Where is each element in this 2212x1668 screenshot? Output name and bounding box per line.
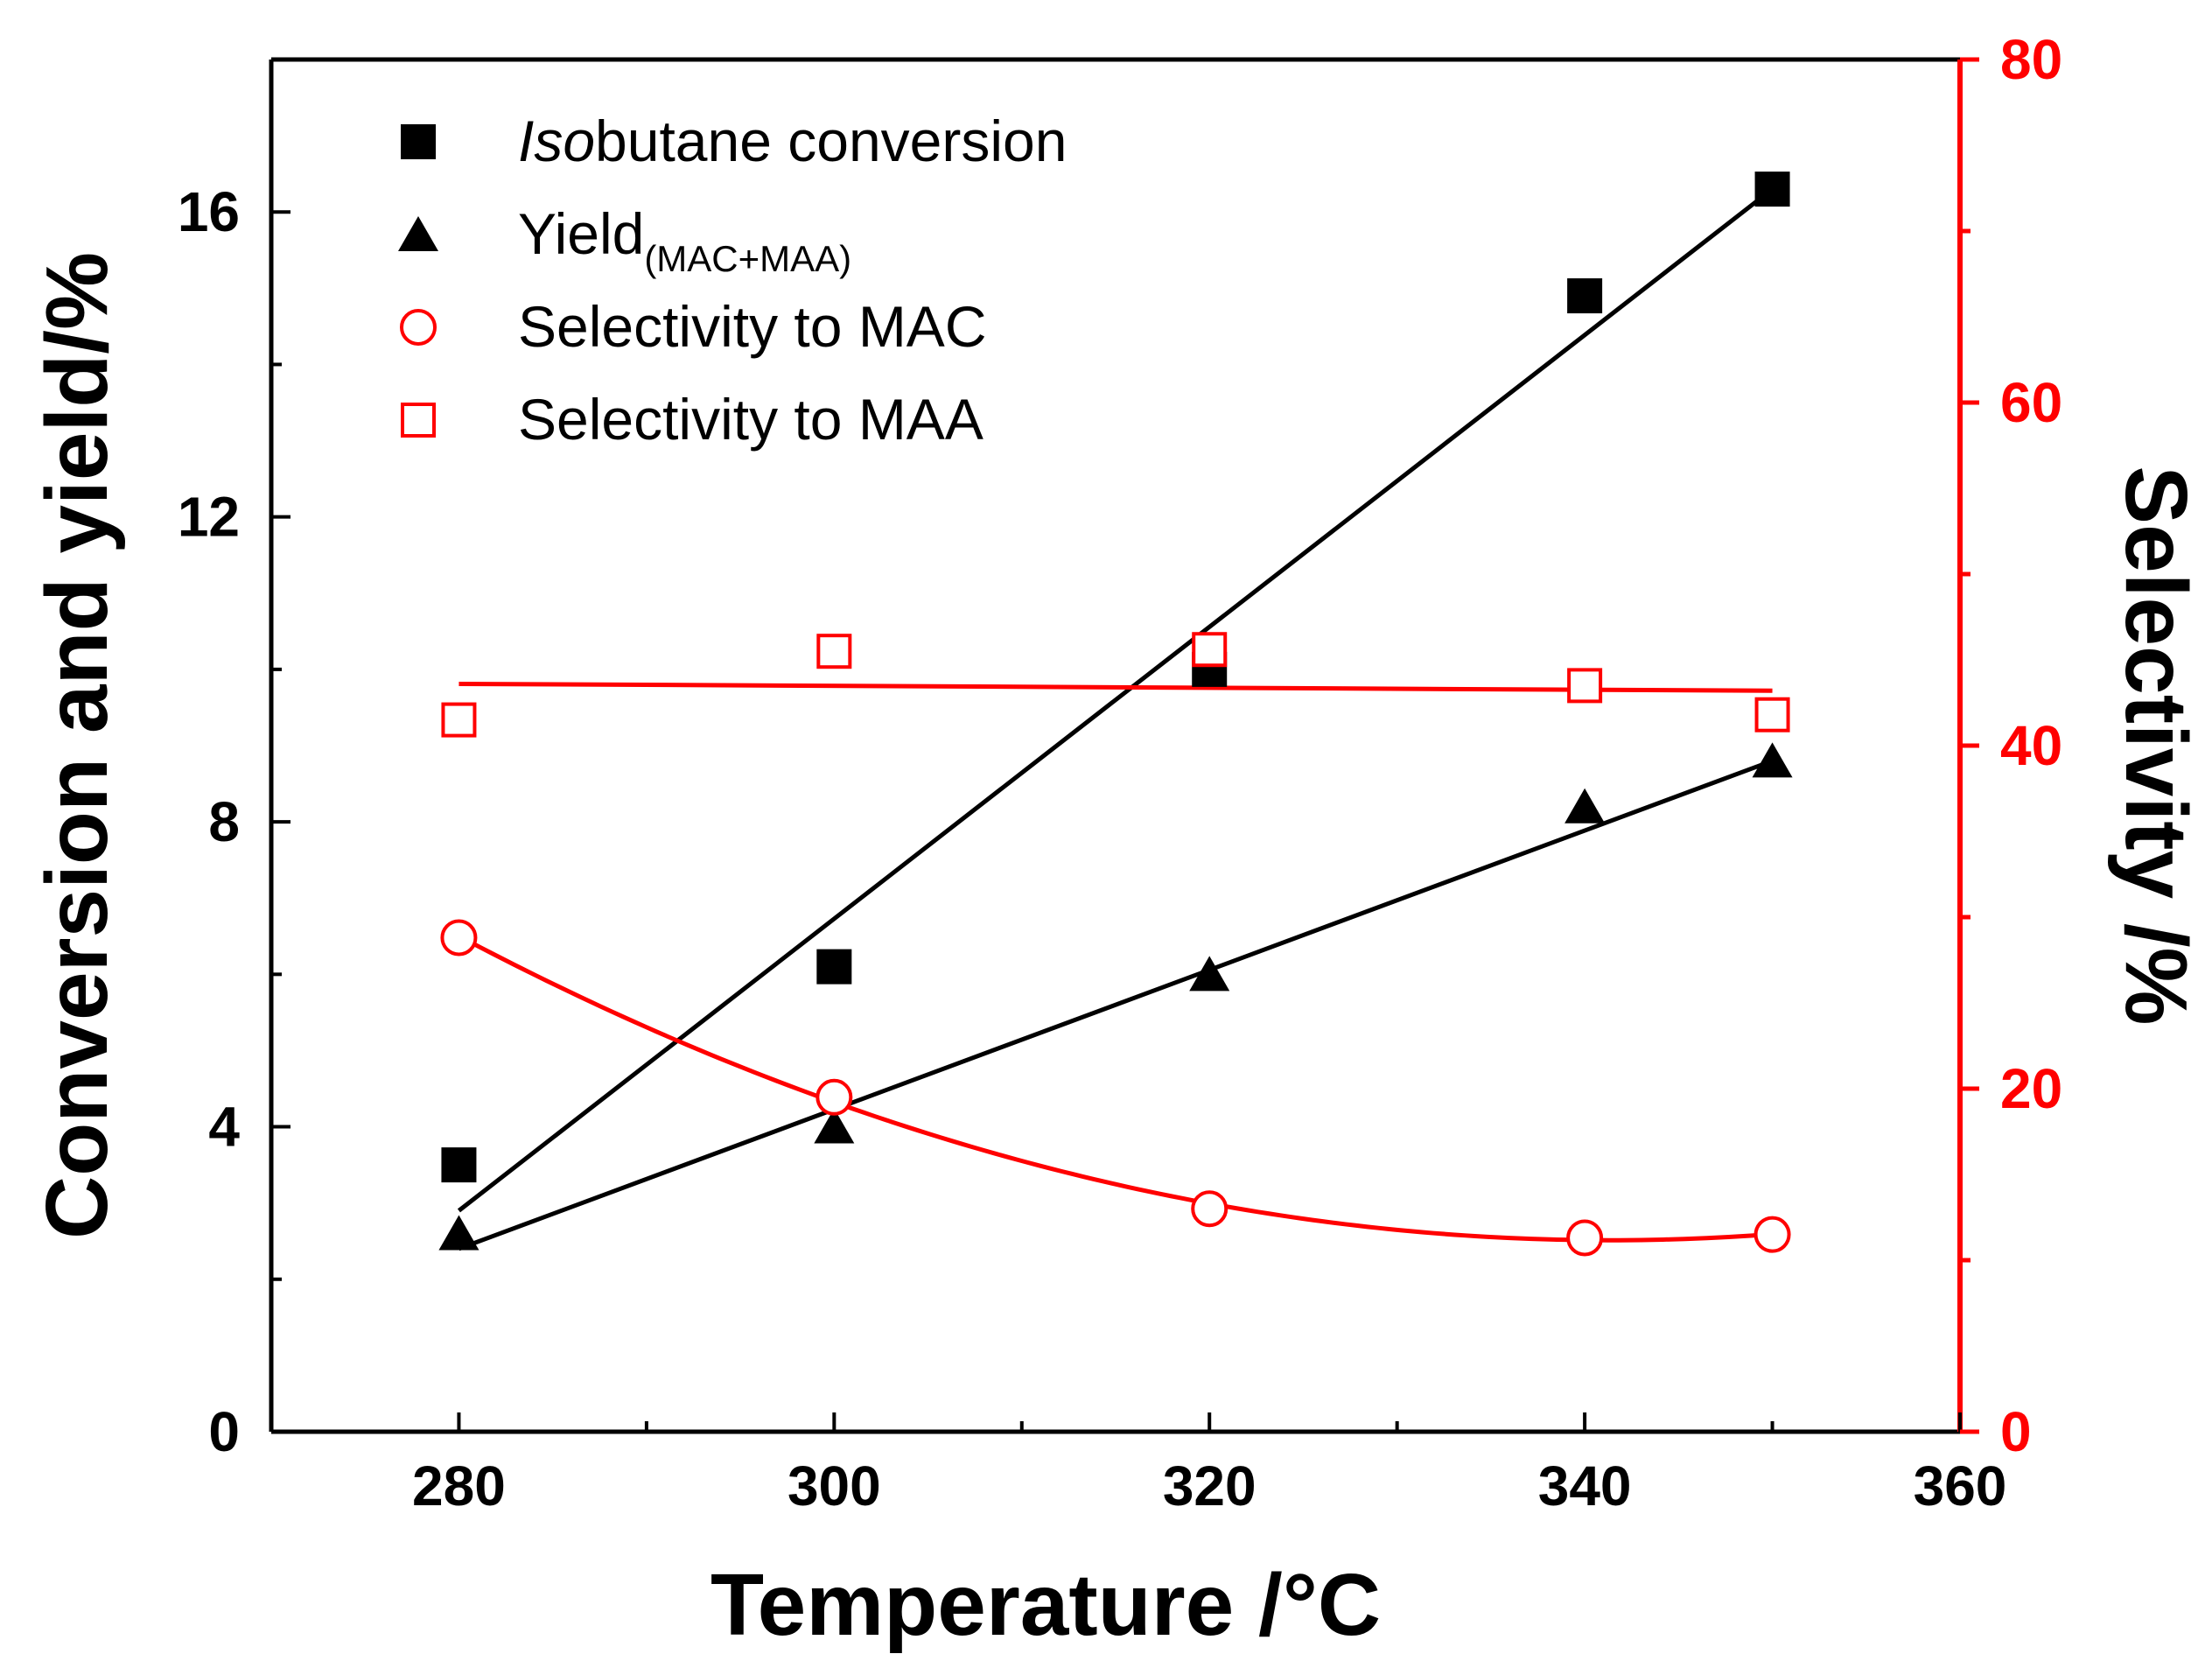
y-right-tick-label: 20 xyxy=(2000,1057,2062,1120)
data-markers xyxy=(438,172,1793,1257)
data-point-series-3 xyxy=(1567,668,1603,704)
data-point-series-0 xyxy=(1567,278,1603,314)
fit-curve-series-2 xyxy=(458,934,1773,1243)
y-right-tick-label: 60 xyxy=(2000,371,2062,434)
legend-label-rest: butane conversion xyxy=(595,109,1067,173)
legend-label-italic: Iso xyxy=(518,109,595,173)
data-point-series-1 xyxy=(1752,742,1793,778)
fit-line-series-3 xyxy=(458,681,1773,693)
y-left-tick-label: 16 xyxy=(178,180,240,243)
fit-line-series-1 xyxy=(458,759,1774,1251)
y-left-tick-label: 4 xyxy=(208,1096,240,1159)
data-point-series-0 xyxy=(1754,172,1790,207)
data-point-series-2 xyxy=(1754,1216,1791,1253)
x-tick-label: 320 xyxy=(1163,1454,1256,1517)
y-axis-left-title: Conversion and yield/% xyxy=(28,252,126,1239)
data-point-series-3 xyxy=(1754,697,1790,732)
legend-label-sub: (MAC+MAA) xyxy=(644,238,851,279)
y-right-tick-label: 40 xyxy=(2000,714,2062,777)
data-point-series-2 xyxy=(440,919,478,957)
legend-marker-0 xyxy=(401,124,436,159)
data-point-series-0 xyxy=(816,949,852,985)
legend-label-2: Selectivity to MAC xyxy=(518,294,986,359)
legend-label-0: Isobutane conversion xyxy=(518,109,1067,173)
legend-label-1: Yield(MAC+MAA) xyxy=(518,201,851,279)
legend-marker-3 xyxy=(401,403,436,438)
x-tick-label: 340 xyxy=(1538,1454,1632,1517)
data-point-series-3 xyxy=(1192,632,1228,668)
data-point-series-0 xyxy=(441,1147,477,1183)
legend-marker-1 xyxy=(398,216,438,251)
data-point-series-1 xyxy=(1564,788,1606,823)
legend-marker-2 xyxy=(400,309,437,346)
data-point-series-2 xyxy=(1191,1190,1228,1228)
legend: Isobutane conversion Yield(MAC+MAA) Select… xyxy=(398,109,1067,452)
legend-label-3: Selectivity to MAA xyxy=(518,387,984,452)
x-tick-label: 280 xyxy=(412,1454,506,1517)
legend-label-main: Yield xyxy=(518,201,644,266)
data-point-series-2 xyxy=(816,1078,853,1116)
y-right-tick-label: 0 xyxy=(2000,1400,2032,1463)
y-right-tick-label: 80 xyxy=(2000,28,2062,91)
x-tick-label: 360 xyxy=(1914,1454,2007,1517)
y-left-tick-label: 8 xyxy=(208,790,240,853)
x-axis-title: Temperature /°C xyxy=(710,1556,1381,1654)
fit-lines xyxy=(457,187,1774,1251)
data-point-series-2 xyxy=(1566,1219,1604,1257)
y-left-tick-label: 0 xyxy=(208,1400,240,1463)
x-tick-label: 300 xyxy=(788,1454,881,1517)
data-point-series-1 xyxy=(1189,956,1230,992)
data-point-series-1 xyxy=(438,1215,480,1251)
axis-labels: Temperature /°C Conversion and yield/% Sel… xyxy=(28,252,2205,1654)
data-point-series-3 xyxy=(816,634,852,669)
y-left-tick-label: 12 xyxy=(178,486,240,549)
y-axis-right-title: Selectivity /% xyxy=(2107,466,2205,1025)
data-point-series-3 xyxy=(441,702,477,738)
data-point-series-1 xyxy=(814,1108,855,1144)
